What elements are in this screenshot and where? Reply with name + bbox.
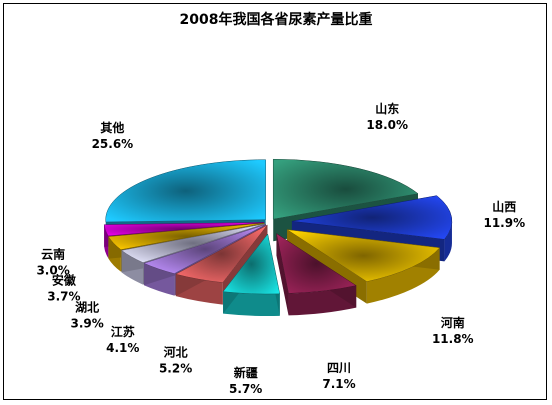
chart-title: 2008年我国各省尿素产量比重 [180, 11, 373, 28]
slice-value: 25.6% [92, 137, 134, 151]
slice-label: 河南 11.8% [432, 315, 474, 346]
slice-name: 新疆 [234, 365, 258, 380]
slice-label: 新疆 5.7% [229, 365, 262, 396]
slice-name: 河南 [440, 315, 465, 330]
slice-name: 河北 [163, 345, 188, 360]
slice-name: 江苏 [111, 324, 135, 339]
slice-value: 3.9% [70, 317, 103, 331]
slice-value: 4.1% [106, 341, 139, 355]
slice-label: 云南 3.0% [36, 247, 69, 278]
slice-label: 江苏 4.1% [106, 324, 139, 355]
slice-label: 四川 7.1% [322, 361, 355, 391]
slice-label: 其他 25.6% [92, 120, 134, 151]
slice-value: 11.9% [483, 216, 525, 230]
slice-label: 湖北 3.9% [70, 300, 103, 331]
slice-value: 7.1% [322, 377, 355, 391]
slice-value: 5.7% [229, 382, 262, 396]
slice-name: 山东 [375, 101, 399, 116]
slice-value: 5.2% [159, 362, 192, 376]
pie-slice-top [106, 160, 266, 222]
slice-value: 3.0% [36, 264, 69, 278]
slice-label: 山东 18.0% [366, 101, 408, 132]
slice-name: 山西 [492, 199, 516, 214]
slice-name: 云南 [41, 247, 65, 262]
slice-value: 18.0% [366, 118, 408, 132]
slice-label: 山西 11.9% [483, 199, 525, 230]
pie-slices [104, 159, 452, 316]
slice-label: 河北 5.2% [159, 345, 192, 376]
slice-value: 11.8% [432, 332, 474, 346]
slice-value: 3.7% [47, 290, 80, 304]
slice-name: 四川 [327, 361, 351, 375]
slice-name: 其他 [100, 120, 124, 135]
